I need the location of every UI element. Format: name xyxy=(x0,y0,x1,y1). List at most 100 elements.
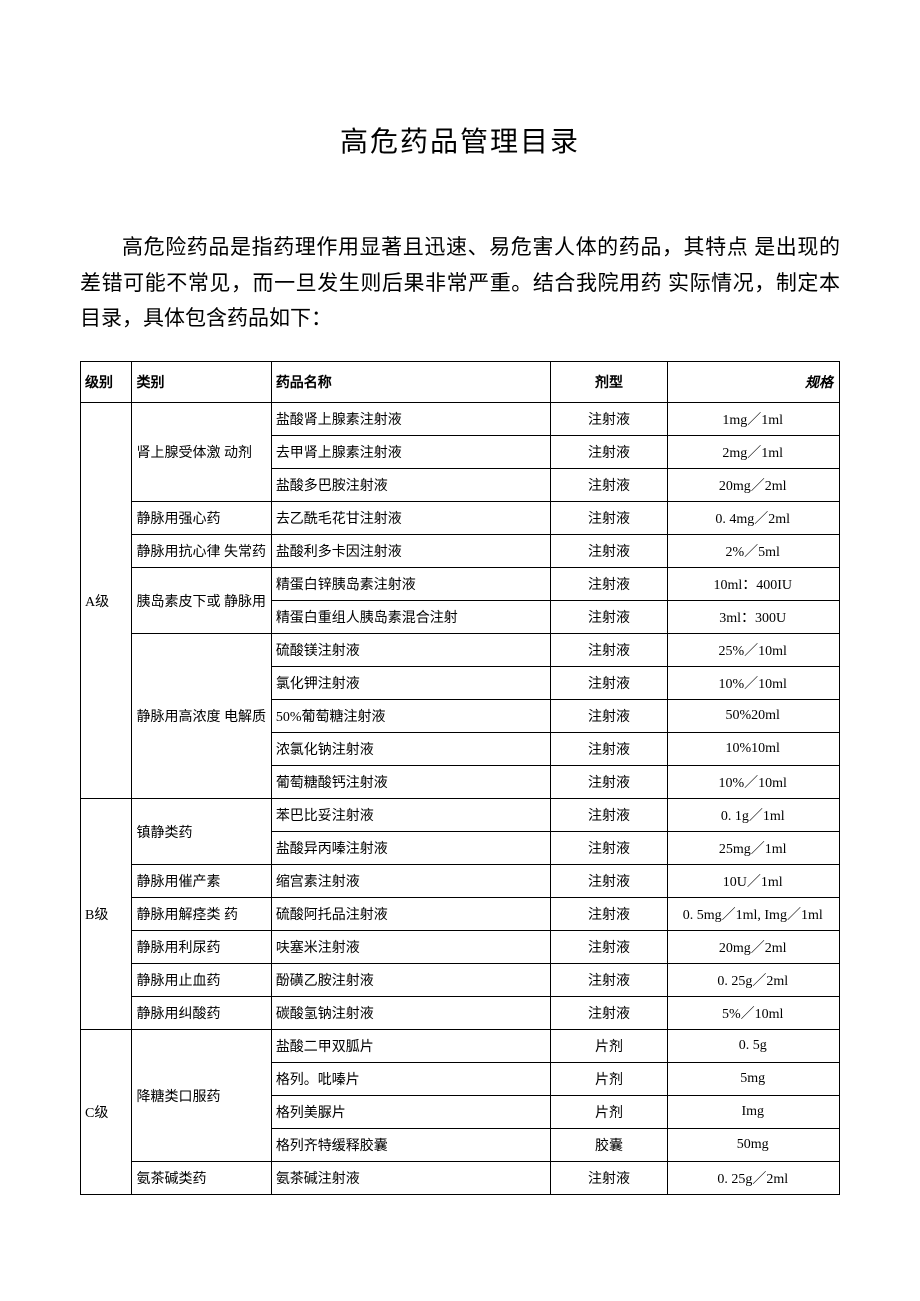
cell-spec: 2%／5ml xyxy=(668,535,840,568)
cell-name: 去甲肾上腺素注射液 xyxy=(271,436,550,469)
cell-spec: 0. 4mg／2ml xyxy=(668,502,840,535)
cell-category: 静脉用纠酸药 xyxy=(132,997,271,1030)
cell-spec: 20mg／2ml xyxy=(668,931,840,964)
table-row: 氨茶碱类药氨茶碱注射液注射液0. 25g／2ml xyxy=(81,1162,840,1195)
cell-name: 格列齐特缓释胶囊 xyxy=(271,1129,550,1162)
col-header-form: 剂型 xyxy=(550,362,668,403)
table-row: 胰岛素皮下或 静脉用精蛋白锌胰岛素注射液注射液10ml：400IU xyxy=(81,568,840,601)
cell-name: 苯巴比妥注射液 xyxy=(271,799,550,832)
cell-form: 注射液 xyxy=(550,403,668,436)
page-title: 高危药品管理目录 xyxy=(80,120,840,160)
cell-form: 注射液 xyxy=(550,964,668,997)
cell-form: 注射液 xyxy=(550,469,668,502)
cell-form: 注射液 xyxy=(550,700,668,733)
col-header-spec: 规格 xyxy=(668,362,840,403)
cell-spec: 1mg／1ml xyxy=(668,403,840,436)
cell-spec: 25%／10ml xyxy=(668,634,840,667)
cell-spec: 0. 25g／2ml xyxy=(668,964,840,997)
cell-spec: 0. 25g／2ml xyxy=(668,1162,840,1195)
table-row: 静脉用止血药酚磺乙胺注射液注射液0. 25g／2ml xyxy=(81,964,840,997)
cell-form: 注射液 xyxy=(550,997,668,1030)
cell-name: 酚磺乙胺注射液 xyxy=(271,964,550,997)
cell-form: 注射液 xyxy=(550,535,668,568)
cell-form: 注射液 xyxy=(550,898,668,931)
cell-form: 片剂 xyxy=(550,1096,668,1129)
cell-form: 注射液 xyxy=(550,1162,668,1195)
col-header-name: 药品名称 xyxy=(271,362,550,403)
cell-name: 葡萄糖酸钙注射液 xyxy=(271,766,550,799)
cell-form: 注射液 xyxy=(550,634,668,667)
cell-form: 注射液 xyxy=(550,766,668,799)
cell-name: 碳酸氢钠注射液 xyxy=(271,997,550,1030)
cell-spec: 0. 5g xyxy=(668,1030,840,1063)
cell-spec: 2mg／1ml xyxy=(668,436,840,469)
table-row: A级肾上腺受体激 动剂盐酸肾上腺素注射液注射液1mg／1ml xyxy=(81,403,840,436)
cell-name: 格列美脲片 xyxy=(271,1096,550,1129)
cell-name: 50%葡萄糖注射液 xyxy=(271,700,550,733)
cell-name: 去乙酰毛花甘注射液 xyxy=(271,502,550,535)
cell-category: 静脉用高浓度 电解质 xyxy=(132,634,271,799)
cell-category: 胰岛素皮下或 静脉用 xyxy=(132,568,271,634)
col-header-level: 级别 xyxy=(81,362,132,403)
cell-spec: 10U／1ml xyxy=(668,865,840,898)
cell-form: 注射液 xyxy=(550,568,668,601)
cell-form: 胶囊 xyxy=(550,1129,668,1162)
cell-name: 盐酸二甲双胍片 xyxy=(271,1030,550,1063)
table-row: 静脉用强心药去乙酰毛花甘注射液注射液0. 4mg／2ml xyxy=(81,502,840,535)
cell-form: 注射液 xyxy=(550,832,668,865)
table-row: 静脉用高浓度 电解质硫酸镁注射液注射液25%／10ml xyxy=(81,634,840,667)
cell-form: 片剂 xyxy=(550,1063,668,1096)
cell-spec: 0. 5mg／1ml, Img／1ml xyxy=(668,898,840,931)
cell-level: B级 xyxy=(81,799,132,1030)
cell-name: 氯化钾注射液 xyxy=(271,667,550,700)
cell-spec: 10ml：400IU xyxy=(668,568,840,601)
cell-name: 硫酸阿托品注射液 xyxy=(271,898,550,931)
cell-spec: 25mg／1ml xyxy=(668,832,840,865)
cell-name: 盐酸肾上腺素注射液 xyxy=(271,403,550,436)
table-row: 静脉用纠酸药碳酸氢钠注射液注射液5%／10ml xyxy=(81,997,840,1030)
cell-level: A级 xyxy=(81,403,132,799)
cell-spec: 0. 1g／1ml xyxy=(668,799,840,832)
cell-spec: 50mg xyxy=(668,1129,840,1162)
cell-category: 静脉用利尿药 xyxy=(132,931,271,964)
cell-spec: 5%／10ml xyxy=(668,997,840,1030)
cell-spec: Img xyxy=(668,1096,840,1129)
intro-paragraph: 高危险药品是指药理作用显著且迅速、易危害人体的药品，其特点 是出现的差错可能不常… xyxy=(80,230,840,337)
cell-name: 盐酸多巴胺注射液 xyxy=(271,469,550,502)
cell-category: 静脉用解痉类 药 xyxy=(132,898,271,931)
cell-category: 氨茶碱类药 xyxy=(132,1162,271,1195)
cell-form: 注射液 xyxy=(550,436,668,469)
cell-spec: 50%20ml xyxy=(668,700,840,733)
cell-form: 注射液 xyxy=(550,502,668,535)
table-header-row: 级别 类别 药品名称 剂型 规格 xyxy=(81,362,840,403)
table-row: 静脉用解痉类 药硫酸阿托品注射液注射液0. 5mg／1ml, Img／1ml xyxy=(81,898,840,931)
cell-category: 镇静类药 xyxy=(132,799,271,865)
cell-spec: 10%／10ml xyxy=(668,766,840,799)
cell-spec: 10%／10ml xyxy=(668,667,840,700)
cell-name: 呋塞米注射液 xyxy=(271,931,550,964)
cell-form: 注射液 xyxy=(550,931,668,964)
cell-category: 静脉用抗心律 失常药 xyxy=(132,535,271,568)
cell-category: 肾上腺受体激 动剂 xyxy=(132,403,271,502)
cell-name: 浓氯化钠注射液 xyxy=(271,733,550,766)
col-header-category: 类别 xyxy=(132,362,271,403)
drug-table: 级别 类别 药品名称 剂型 规格 A级肾上腺受体激 动剂盐酸肾上腺素注射液注射液… xyxy=(80,361,840,1195)
cell-form: 注射液 xyxy=(550,799,668,832)
cell-name: 硫酸镁注射液 xyxy=(271,634,550,667)
cell-form: 注射液 xyxy=(550,865,668,898)
cell-category: 静脉用强心药 xyxy=(132,502,271,535)
table-row: C级降糖类口服药盐酸二甲双胍片片剂0. 5g xyxy=(81,1030,840,1063)
cell-name: 盐酸异丙嗪注射液 xyxy=(271,832,550,865)
cell-form: 片剂 xyxy=(550,1030,668,1063)
cell-category: 静脉用止血药 xyxy=(132,964,271,997)
cell-name: 精蛋白锌胰岛素注射液 xyxy=(271,568,550,601)
cell-form: 注射液 xyxy=(550,733,668,766)
cell-name: 盐酸利多卡因注射液 xyxy=(271,535,550,568)
cell-spec: 3ml：300U xyxy=(668,601,840,634)
cell-name: 格列。吡嗪片 xyxy=(271,1063,550,1096)
table-row: 静脉用利尿药呋塞米注射液注射液20mg／2ml xyxy=(81,931,840,964)
table-row: 静脉用抗心律 失常药盐酸利多卡因注射液注射液2%／5ml xyxy=(81,535,840,568)
cell-spec: 10%10ml xyxy=(668,733,840,766)
cell-category: 降糖类口服药 xyxy=(132,1030,271,1162)
table-body: A级肾上腺受体激 动剂盐酸肾上腺素注射液注射液1mg／1ml去甲肾上腺素注射液注… xyxy=(81,403,840,1195)
